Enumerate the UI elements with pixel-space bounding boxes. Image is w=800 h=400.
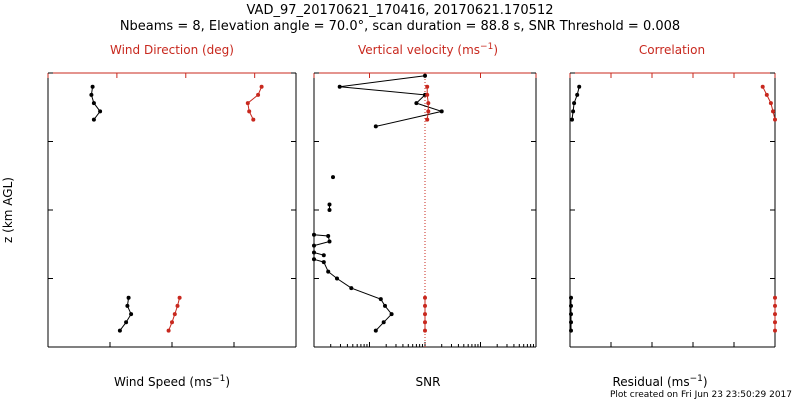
- wind-speed-point: [90, 84, 95, 89]
- snr-line: [313, 234, 331, 247]
- wind-direction-point: [172, 312, 177, 317]
- vertical-velocity-point: [423, 312, 427, 317]
- residual-point: [575, 92, 580, 97]
- residual-point: [572, 101, 577, 106]
- wind-speed-point: [91, 101, 96, 106]
- snr-point: [312, 232, 316, 237]
- snr-point: [312, 250, 316, 255]
- wind-direction-point: [247, 109, 252, 114]
- snr-point: [327, 208, 332, 212]
- residual-point: [577, 84, 582, 89]
- residual-point: [570, 117, 574, 122]
- snr-line: [339, 75, 444, 127]
- vertical-velocity-point: [425, 92, 430, 97]
- vertical-velocity-point: [423, 320, 427, 325]
- snr-point: [321, 253, 326, 258]
- correlation-point: [773, 295, 777, 300]
- vertical-velocity-point: [426, 101, 431, 106]
- snr-point: [335, 276, 339, 281]
- correlation-point: [773, 328, 777, 333]
- snr-point: [312, 243, 316, 248]
- height-axis-label: z (km AGL): [1, 177, 15, 243]
- wind-direction-point: [175, 303, 180, 308]
- correlation-line: [762, 86, 776, 120]
- snr-point: [373, 328, 378, 333]
- vertical-velocity-point: [426, 109, 431, 114]
- wind-direction-point: [251, 117, 256, 122]
- residual-point: [569, 303, 573, 308]
- snr-point: [327, 202, 332, 207]
- snr-point: [423, 73, 427, 78]
- snr-point: [327, 239, 332, 244]
- snr-point: [326, 234, 331, 238]
- wind-speed-point: [126, 295, 131, 300]
- correlation-point: [773, 320, 777, 325]
- snr-point: [331, 175, 335, 180]
- snr-point: [312, 257, 316, 262]
- wind-direction-point: [170, 320, 174, 325]
- wind-speed-point: [129, 312, 134, 317]
- snr-point: [439, 109, 444, 114]
- correlation-axis-label: Correlation: [639, 43, 705, 57]
- snr-point: [389, 312, 394, 317]
- wind-speed-point: [125, 303, 130, 308]
- residual-point: [569, 320, 573, 325]
- wind-speed-point: [124, 320, 129, 325]
- correlation-point: [773, 312, 777, 317]
- wind-direction-point: [259, 84, 264, 89]
- wind-direction-point: [256, 92, 261, 97]
- correlation-point: [773, 303, 777, 308]
- snr-point: [414, 101, 419, 106]
- residual-point: [569, 312, 573, 317]
- residual-point: [571, 109, 576, 114]
- snr-point: [381, 320, 386, 325]
- wind-direction-line: [247, 86, 263, 120]
- snr-point: [337, 84, 342, 89]
- snr-point: [378, 297, 383, 302]
- wind-direction-point: [166, 328, 171, 333]
- residual-point: [569, 295, 573, 300]
- snr-point: [383, 303, 387, 308]
- vertical-velocity-point: [425, 84, 430, 89]
- wind-direction-axis-label: Wind Direction (deg): [110, 43, 234, 57]
- plot-created-footer: Plot created on Fri Jun 23 23:50:29 2017: [610, 390, 792, 400]
- wind-speed-axis-label: Wind Speed (ms−1): [114, 374, 230, 389]
- wind-speed-point: [117, 328, 122, 333]
- chart-title-line2: Nbeams = 8, Elevation angle = 70.0°, sca…: [120, 19, 680, 34]
- residual-axis-label: Residual (ms−1): [612, 374, 707, 389]
- correlation-point: [773, 117, 777, 122]
- wind-speed-point: [98, 109, 103, 114]
- correlation-point: [768, 101, 773, 106]
- residual-point: [569, 328, 573, 333]
- snr-point: [349, 286, 354, 291]
- correlation-point: [771, 109, 775, 114]
- snr-point: [321, 260, 326, 265]
- wind-direction-point: [177, 295, 182, 300]
- vertical-velocity-point: [423, 303, 427, 308]
- vertical-velocity-point: [425, 117, 430, 122]
- wind-speed-point: [91, 117, 96, 122]
- snr-line: [313, 258, 393, 331]
- snr-axis-label: SNR: [416, 375, 441, 389]
- wind-speed-point: [89, 92, 94, 97]
- chart-title-line1: VAD_97_20170621_170416, 20170621.170512: [247, 3, 554, 18]
- snr-point: [373, 124, 378, 129]
- vertical-velocity-point: [423, 328, 427, 333]
- wind-direction-point: [245, 101, 250, 106]
- correlation-point: [764, 92, 769, 97]
- vertical-velocity-point: [423, 295, 427, 300]
- vertical-velocity-axis-label: Vertical velocity (ms−1): [358, 42, 498, 57]
- correlation-point: [760, 84, 765, 89]
- plot-layer: [47, 72, 777, 348]
- snr-point: [326, 269, 331, 274]
